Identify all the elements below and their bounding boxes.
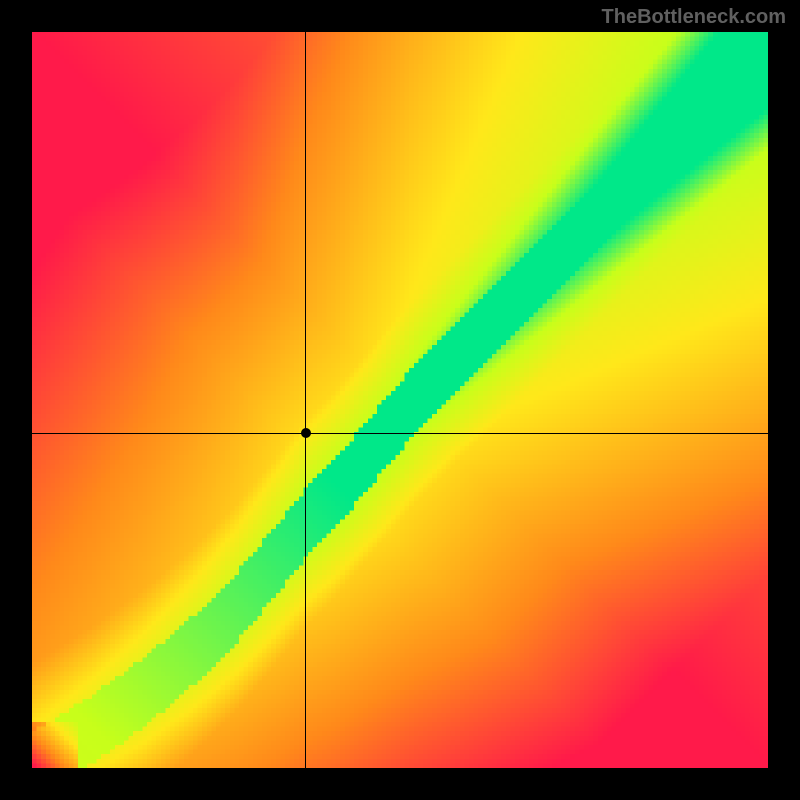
crosshair-vertical (305, 32, 306, 768)
heatmap-canvas (32, 32, 768, 768)
watermark-text: TheBottleneck.com (602, 6, 786, 29)
chart-container: { "watermark_text": "TheBottleneck.com",… (0, 0, 800, 800)
frame-border-left (0, 0, 32, 800)
frame-border-bottom (0, 768, 800, 800)
crosshair-horizontal (32, 433, 768, 434)
frame-border-right (768, 0, 800, 800)
heatmap-plot (32, 32, 768, 768)
crosshair-marker (301, 428, 311, 438)
